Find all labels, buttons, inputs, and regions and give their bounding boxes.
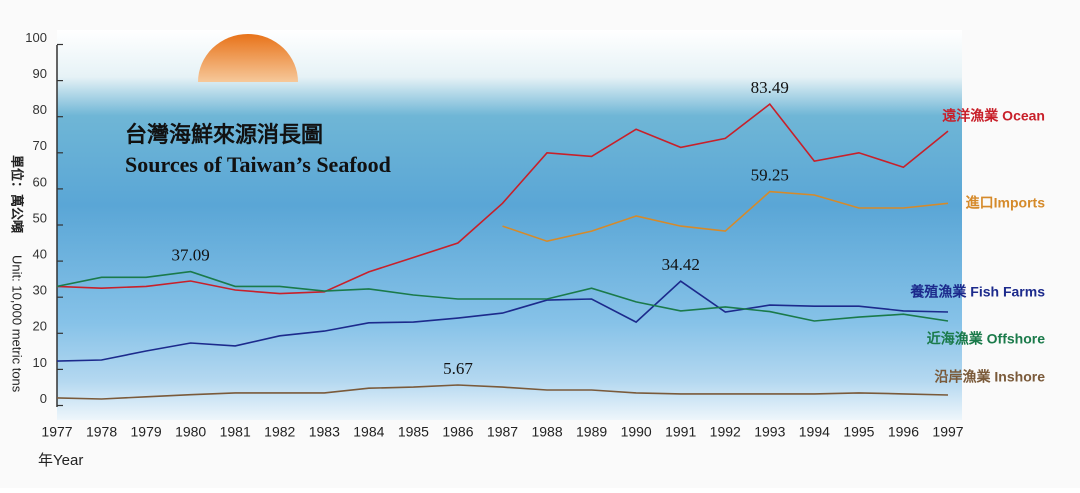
- y-tick-label: 60: [33, 174, 47, 189]
- x-tick-label: 1990: [621, 424, 652, 440]
- x-tick-label: 1979: [131, 424, 162, 440]
- x-tick-label: 1978: [86, 424, 117, 440]
- x-label: 年Year: [38, 452, 83, 469]
- x-tick-label: 1993: [754, 424, 785, 440]
- x-tick-label: 1987: [487, 424, 518, 440]
- series-line: [56, 102, 949, 295]
- x-tick-label: 1991: [665, 424, 696, 440]
- y-tick-label: 50: [33, 210, 47, 225]
- y-tick-label: 40: [33, 247, 47, 262]
- legend-label: 進口Imports: [966, 195, 1046, 211]
- x-tick-label: 1977: [41, 424, 72, 440]
- legend-label: 遠洋漁業 Ocean: [942, 108, 1045, 124]
- x-tick-label: 1984: [353, 424, 384, 440]
- x-tick-label: 1986: [442, 424, 473, 440]
- y-tick-label: 90: [33, 66, 47, 81]
- legend-label: 近海漁業 Offshore: [927, 331, 1045, 347]
- peak-label: 37.09: [172, 246, 210, 265]
- plot-bg: [57, 30, 962, 420]
- x-tick-label: 1980: [175, 424, 206, 440]
- y-tick-label: 20: [33, 319, 47, 334]
- title-zh: 台灣海鮮來源消長圖: [125, 122, 323, 147]
- y-tick-label: 30: [33, 283, 47, 298]
- x-tick-label: 1992: [710, 424, 741, 440]
- x-tick-label: 1981: [220, 424, 251, 440]
- series-line: [56, 384, 949, 400]
- x-tick-label: 1997: [932, 424, 963, 440]
- x-tick-label: 1996: [888, 424, 919, 440]
- y-tick-label: 10: [33, 355, 47, 370]
- y-tick-label: 80: [33, 102, 47, 117]
- legend-label: 沿岸漁業 Inshore: [935, 369, 1046, 385]
- x-tick-label: 1989: [576, 424, 607, 440]
- peak-label: 83.49: [751, 78, 789, 97]
- series-line: [56, 280, 949, 362]
- series-line: [502, 190, 949, 243]
- peak-label: 59.25: [751, 166, 789, 185]
- x-tick-label: 1988: [531, 424, 562, 440]
- x-tick-label: 1982: [264, 424, 295, 440]
- sun: [198, 34, 298, 82]
- series-line: [56, 270, 949, 322]
- y-label-zh: 單位：萬公噸: [10, 155, 25, 233]
- x-tick-label: 1985: [398, 424, 429, 440]
- x-tick-label: 1983: [309, 424, 340, 440]
- peak-label: 34.42: [662, 255, 700, 274]
- peak-label: 5.67: [443, 359, 473, 378]
- x-tick-label: 1994: [799, 424, 830, 440]
- legend-label: 養殖漁業 Fish Farms: [909, 284, 1045, 300]
- x-tick-label: 1995: [843, 424, 874, 440]
- y-label: Unit: 10,000 metric tons: [10, 255, 25, 393]
- y-tick-label: 0: [40, 391, 47, 406]
- y-tick-label: 70: [33, 138, 47, 153]
- title: Sources of Taiwan’s Seafood: [125, 152, 391, 177]
- y-tick-label: 100: [25, 30, 47, 45]
